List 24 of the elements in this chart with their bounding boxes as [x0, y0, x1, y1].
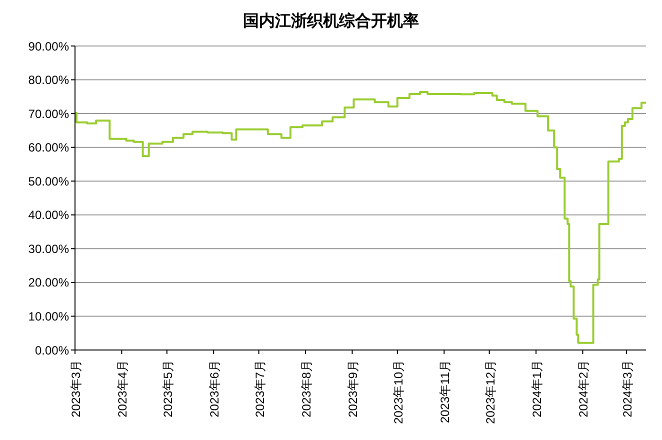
- x-tick-label: 2023年3月: [69, 360, 83, 418]
- x-tick-label: 2023年6月: [208, 360, 222, 418]
- x-tick-label: 2024年1月: [530, 360, 544, 418]
- x-tick-label: 2023年12月: [483, 360, 498, 424]
- y-tick-label: 50.00%: [28, 174, 70, 188]
- y-tick-label: 20.00%: [28, 276, 70, 290]
- y-tick-label: 10.00%: [28, 309, 70, 324]
- x-tick-label: 2023年5月: [160, 360, 175, 418]
- x-tick-label: 2023年4月: [116, 360, 130, 418]
- y-tick-label: 0.00%: [34, 343, 70, 358]
- chart-title: 国内江浙织机综合开机率: [242, 11, 420, 32]
- x-tick-label: 2024年2月: [576, 360, 591, 418]
- y-tick-label: 70.00%: [28, 106, 70, 121]
- x-tick-label: 2023年10月: [391, 360, 406, 424]
- x-tick-label: 2024年3月: [620, 360, 634, 418]
- y-tick-label: 30.00%: [28, 242, 70, 256]
- x-tick-label: 2023年11月: [438, 360, 452, 424]
- x-tick-label: 2023年7月: [252, 360, 267, 418]
- y-tick-label: 90.00%: [28, 39, 70, 54]
- x-tick-label: 2023年9月: [346, 360, 360, 418]
- y-tick-label: 80.00%: [28, 73, 70, 88]
- y-tick-label: 40.00%: [28, 208, 70, 222]
- y-tick-label: 60.00%: [28, 140, 70, 155]
- x-tick-label: 2023年8月: [300, 360, 314, 418]
